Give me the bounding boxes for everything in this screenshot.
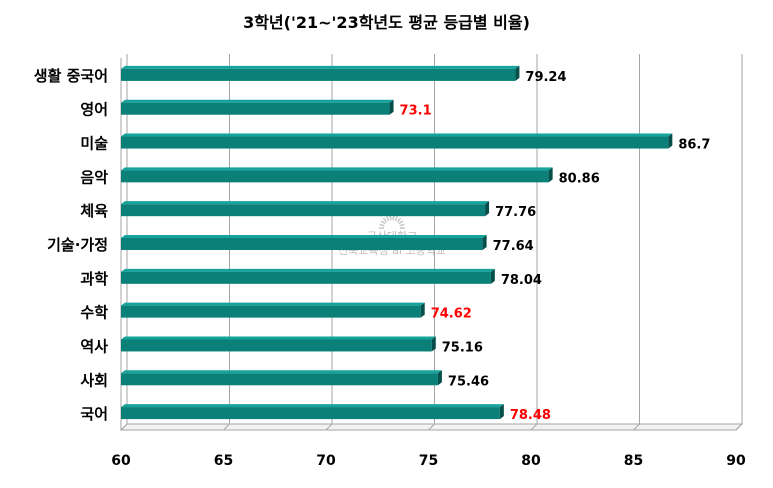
watermark-ray [385,215,390,222]
data-label: 78.48 [510,408,551,423]
watermark-ray [396,217,402,223]
category-label: 과학 [80,270,108,288]
watermark-ray [380,220,386,225]
bar-top [121,302,425,306]
x-tick-label: 75 [419,453,438,469]
category-label: 국어 [80,405,108,423]
bar-top [121,99,394,103]
x-tick-label: 60 [111,453,131,469]
gridline-floor [633,423,640,431]
x-tick-label: 85 [624,453,643,469]
bar [121,102,390,115]
bar [121,407,500,420]
bar-end [431,336,436,352]
data-label: 80.86 [559,171,600,186]
data-label: 74.62 [431,307,472,322]
bar-end [499,404,504,420]
bar-end [389,99,394,115]
data-label: 86.7 [678,138,710,153]
gridline-floor [735,423,743,431]
bar-top [121,167,553,171]
bar-top [121,133,673,137]
data-label: 77.76 [495,205,536,220]
data-label: 78.04 [501,273,542,288]
x-tick-label: 90 [726,453,746,469]
bar-end [668,133,673,149]
chart-title: 3학년('21~'23학년도 평균 등급별 비율) [243,13,530,32]
category-label: 영어 [80,101,108,119]
bar [121,271,491,284]
x-tick-label: 65 [214,453,233,469]
x-tick-label: 70 [316,453,336,469]
data-label: 75.16 [442,340,483,355]
bar [121,373,438,386]
bar-top [121,235,487,238]
watermark-ray [394,215,399,222]
category-label: 음악 [80,168,108,186]
bar-end [420,302,425,318]
bar-top [121,201,490,205]
data-label: 73.1 [400,104,432,119]
gridline-floor [120,423,128,431]
category-label: 사회 [80,371,108,389]
category-label: 체육 [80,202,108,220]
bar-top [121,370,442,374]
category-label: 수학 [80,304,108,322]
watermark-ray [379,223,385,227]
bar [121,68,516,81]
bar [121,204,486,217]
category-label: 생활 중국어 [34,67,108,85]
gridline-floor [530,423,538,431]
bar-end [485,201,490,217]
bar [121,136,669,149]
data-label: 79.24 [525,70,566,85]
category-label: 역사 [80,337,108,355]
bar-end [437,370,442,386]
gridline-floor [223,423,230,431]
bar-top [121,336,436,340]
bar [121,238,483,250]
gridline-floor [428,423,435,431]
category-label: 기술·가정 [47,236,108,254]
bar [121,305,421,318]
bar [121,339,432,352]
bar-top [121,404,504,408]
data-label: 75.46 [448,374,489,389]
bar-end [548,167,553,183]
x-tick-label: 80 [521,453,541,469]
bar-end [482,235,487,250]
bar-end [490,268,495,284]
bar-top [121,268,495,272]
bar-end [515,65,520,81]
watermark-ray [398,220,404,225]
category-label: 미술 [80,135,108,153]
bar-top [121,65,520,69]
watermark-ray [382,217,388,223]
data-label: 77.64 [493,239,534,254]
gridline-floor [325,423,333,431]
watermark-ray [399,223,405,227]
bar [121,170,549,183]
